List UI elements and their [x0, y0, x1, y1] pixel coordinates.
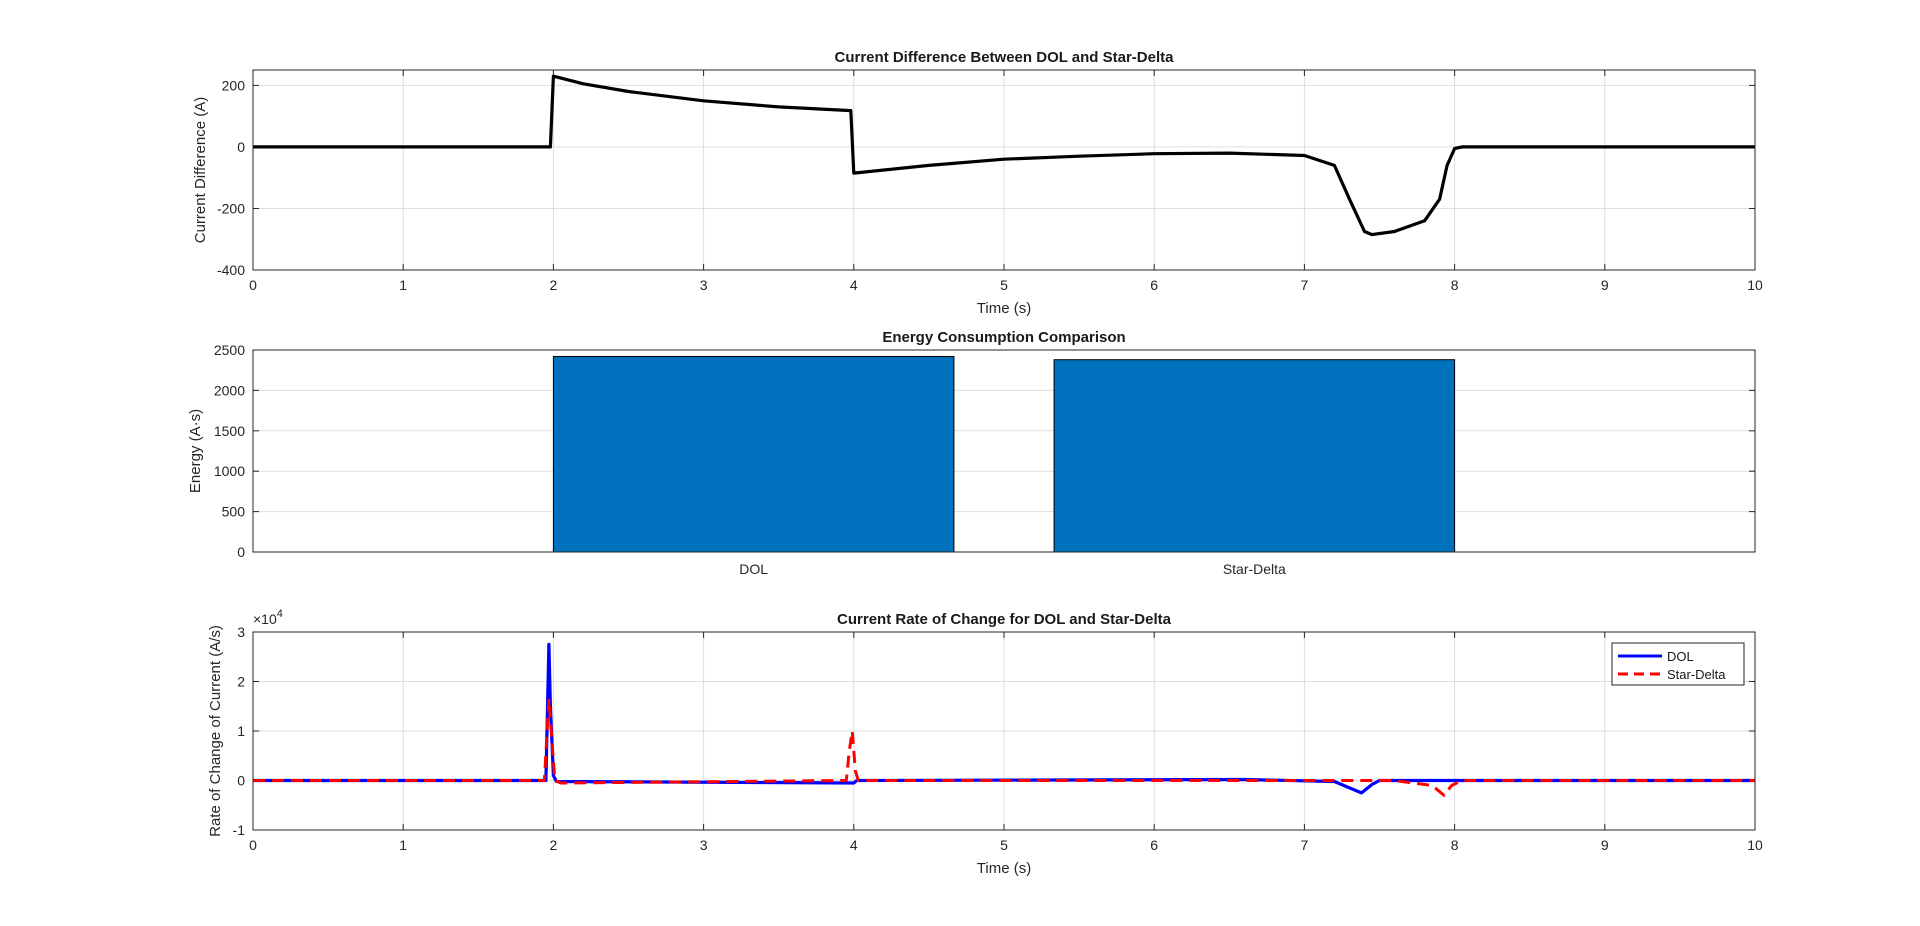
x-tick-label: 8 [1451, 277, 1459, 293]
x-tick-label: 10 [1747, 837, 1763, 853]
y-tick-label: 500 [222, 504, 246, 520]
y-tick-label: 0 [237, 544, 245, 560]
chart-title: Current Difference Between DOL and Star-… [835, 49, 1175, 66]
x-tick-label: 3 [700, 837, 708, 853]
x-tick-label: 9 [1601, 837, 1609, 853]
legend-box [1611, 642, 1745, 686]
x-tick-label: 7 [1301, 277, 1309, 293]
y-tick-label: 1 [237, 723, 245, 739]
x-tick-label: 4 [850, 277, 858, 293]
legend: DOL Star-Delta [1611, 642, 1745, 686]
axis-exponent-base: ×10 [253, 611, 277, 627]
y-tick-label: -400 [217, 262, 245, 278]
y-tick-label: 0 [237, 139, 245, 155]
x-tick-label: 8 [1451, 837, 1459, 853]
x-tick-label: 5 [1000, 277, 1008, 293]
x-tick-label: 1 [399, 277, 407, 293]
x-tick-label: 6 [1150, 837, 1158, 853]
y-tick-label: 2000 [214, 382, 245, 398]
x-tick-label: 3 [700, 277, 708, 293]
x-tick-label: 10 [1747, 277, 1763, 293]
chart-2: 2500 2000 1500 1000 500 0 DOL Star-Delta Energy … [187, 329, 1756, 577]
x-tick-label: 4 [850, 837, 858, 853]
x-axis-label: Time (s) [977, 860, 1031, 877]
x-tick-label: Star-Delta [1223, 561, 1286, 577]
y-tick-label: 1500 [214, 423, 245, 439]
x-tick-label: 0 [249, 837, 257, 853]
series-line-star-delta [253, 697, 1755, 797]
axis-exponent-label: ×104 [253, 608, 283, 627]
y-axis-label: Energy (A·s) [187, 409, 204, 493]
y-tick-label: 2500 [214, 342, 245, 358]
y-axis-label: Current Difference (A) [192, 97, 209, 243]
bar-star-delta [1053, 359, 1456, 553]
x-tick-label: 7 [1301, 837, 1309, 853]
y-tick-label: 1000 [214, 463, 245, 479]
legend-label: DOL [1667, 649, 1694, 664]
series-line [253, 74, 1755, 237]
x-tick-label: 1 [399, 837, 407, 853]
y-tick-label: 2 [237, 674, 245, 690]
plot-area [253, 350, 1755, 552]
plot-border [252, 631, 1756, 831]
y-tick-label: 0 [237, 773, 245, 789]
axis-exponent-power: 4 [277, 608, 283, 620]
y-tick-label: -200 [217, 200, 245, 216]
bar-dol [552, 355, 955, 553]
x-tick-label: 2 [550, 837, 558, 853]
x-tick-label: 5 [1000, 837, 1008, 853]
x-tick-label: 0 [249, 277, 257, 293]
y-tick-label: 200 [222, 77, 246, 93]
series-line-dol [253, 642, 1755, 795]
chart-title: Current Rate of Change for DOL and Star-… [837, 611, 1172, 628]
legend-label: Star-Delta [1667, 667, 1726, 682]
x-tick-label: 9 [1601, 277, 1609, 293]
plot-border [252, 69, 1756, 271]
x-tick-label: DOL [739, 561, 768, 577]
y-tick-label: -1 [233, 822, 246, 838]
x-tick-label: 2 [550, 277, 558, 293]
x-tick-label: 6 [1150, 277, 1158, 293]
y-tick-label: 3 [237, 624, 245, 640]
plot-border [252, 349, 1756, 553]
x-axis-label: Time (s) [977, 300, 1031, 317]
chart-title: Energy Consumption Comparison [882, 329, 1125, 346]
y-axis-label: Rate of Change of Current (A/s) [207, 625, 224, 837]
